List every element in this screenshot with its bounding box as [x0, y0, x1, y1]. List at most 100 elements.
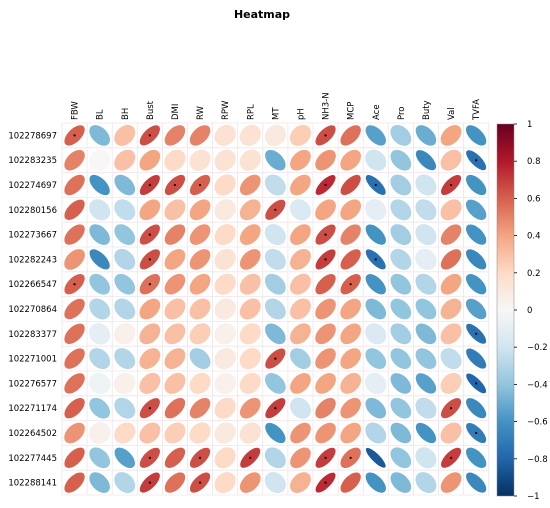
heatmap-cell-ellipse — [164, 372, 186, 394]
heatmap-cell-ellipse — [89, 125, 110, 146]
heatmap-cell-ellipse — [465, 274, 487, 295]
heatmap-cell-ellipse — [214, 372, 236, 395]
heatmap-cell-ellipse — [214, 397, 236, 419]
heatmap-cell-ellipse — [390, 224, 412, 246]
heatmap-cell-ellipse — [264, 124, 287, 147]
significance-marker — [249, 456, 252, 459]
heatmap-cell-ellipse — [440, 249, 462, 270]
significance-marker — [73, 283, 76, 286]
heatmap-cell-ellipse — [189, 372, 211, 394]
heatmap-cell-ellipse — [164, 125, 186, 146]
heatmap-cell-ellipse — [114, 422, 136, 444]
colorbar-tick-label: 0.4 — [527, 232, 541, 242]
significance-marker — [324, 258, 327, 261]
heatmap-cell-ellipse — [465, 224, 487, 245]
significance-marker — [475, 431, 478, 435]
heatmap-cell-ellipse — [290, 224, 311, 245]
heatmap-cell-ellipse — [139, 372, 161, 394]
heatmap-cell-ellipse — [114, 323, 136, 345]
heatmap-cell-ellipse — [64, 323, 85, 345]
heatmap-cell-ellipse — [390, 422, 412, 444]
heatmap-cell-ellipse — [214, 174, 236, 196]
significance-marker — [148, 183, 151, 187]
heatmap-cell-ellipse — [365, 447, 386, 468]
significance-marker — [324, 481, 327, 484]
heatmap-cell-ellipse — [415, 472, 437, 494]
heatmap-cell-ellipse — [289, 199, 312, 221]
row-label: 102266547 — [8, 280, 57, 290]
heatmap-cell-ellipse — [214, 472, 236, 494]
heatmap-cell-ellipse — [365, 224, 386, 245]
significance-marker — [475, 332, 478, 335]
heatmap-cell-ellipse — [189, 298, 211, 320]
heatmap-cell-ellipse — [89, 472, 110, 493]
column-label: Bust — [146, 100, 156, 120]
heatmap-cell-ellipse — [239, 298, 261, 320]
column-label: DMI — [171, 104, 181, 120]
colorbar-tick-label: 0.2 — [527, 269, 541, 279]
column-label: TVFA — [472, 99, 482, 121]
heatmap-cell-ellipse — [415, 248, 437, 271]
heatmap-cell-ellipse — [365, 422, 387, 444]
heatmap-cell-ellipse — [64, 472, 85, 493]
column-label: RPL — [246, 104, 256, 120]
heatmap-cell-ellipse — [340, 298, 362, 320]
heatmap-cell-ellipse — [440, 323, 462, 345]
significance-marker — [349, 456, 352, 459]
heatmap-cell-ellipse — [466, 398, 487, 419]
heatmap-cell-ellipse — [315, 274, 336, 295]
heatmap-cell-ellipse — [88, 372, 111, 395]
heatmap-cell-ellipse — [365, 472, 386, 493]
row-label: 102264502 — [8, 429, 57, 439]
heatmap-cell-ellipse — [390, 124, 412, 146]
heatmap-cell-ellipse — [415, 323, 437, 345]
column-label: Buty — [422, 100, 432, 120]
heatmap-cell-ellipse — [89, 224, 110, 245]
colorbar-gradient — [496, 123, 515, 497]
row-label: 102278697 — [8, 131, 57, 141]
heatmap-cell-ellipse — [239, 397, 261, 419]
heatmap-cell-ellipse — [239, 224, 261, 245]
heatmap-cell-ellipse — [64, 174, 85, 196]
heatmap-cell-ellipse — [239, 124, 261, 147]
heatmap-cell-ellipse — [114, 248, 136, 270]
heatmap-cell-ellipse — [64, 447, 85, 468]
heatmap-cell-ellipse — [415, 224, 437, 246]
heatmap-cell-ellipse — [264, 224, 286, 246]
heatmap-cell-ellipse — [114, 124, 136, 146]
column-label: Val — [447, 107, 457, 120]
heatmap-cell-ellipse — [114, 348, 136, 370]
heatmap-cell-ellipse — [315, 422, 336, 444]
significance-marker — [198, 481, 202, 484]
heatmap-cell-ellipse — [214, 149, 236, 171]
heatmap-grid — [61, 122, 490, 496]
heatmap-cell-ellipse — [365, 323, 387, 345]
heatmap-cell-ellipse — [440, 125, 462, 146]
heatmap-cell-ellipse — [290, 472, 311, 494]
significance-marker — [148, 134, 151, 137]
colorbar-tick-label: 0.6 — [527, 194, 541, 204]
row-label: 102273667 — [8, 231, 57, 241]
heatmap-cell-ellipse — [89, 199, 111, 221]
heatmap-cell-ellipse — [64, 149, 85, 171]
heatmap-cell-ellipse — [239, 372, 261, 394]
column-label: pH — [296, 108, 306, 120]
column-label: BL — [96, 109, 106, 120]
column-label: NH3-N — [322, 92, 332, 120]
column-label: BH — [121, 108, 131, 120]
significance-marker — [198, 456, 202, 459]
heatmap-cell-ellipse — [88, 323, 111, 345]
heatmap-cell-ellipse — [89, 298, 111, 320]
heatmap-cell-ellipse — [440, 348, 462, 370]
significance-marker — [324, 456, 327, 459]
chart-title: Heatmap — [234, 8, 290, 21]
heatmap-cell-ellipse — [89, 249, 110, 270]
significance-marker — [148, 456, 151, 459]
heatmap-cell-ellipse — [239, 323, 261, 345]
heatmap-cell-ellipse — [340, 323, 362, 345]
heatmap-cell-ellipse — [390, 174, 412, 196]
heatmap-cell-ellipse — [390, 472, 412, 493]
heatmap-cell-ellipse — [164, 397, 186, 419]
column-label: MT — [271, 107, 281, 120]
heatmap-cell-ellipse — [390, 273, 412, 295]
